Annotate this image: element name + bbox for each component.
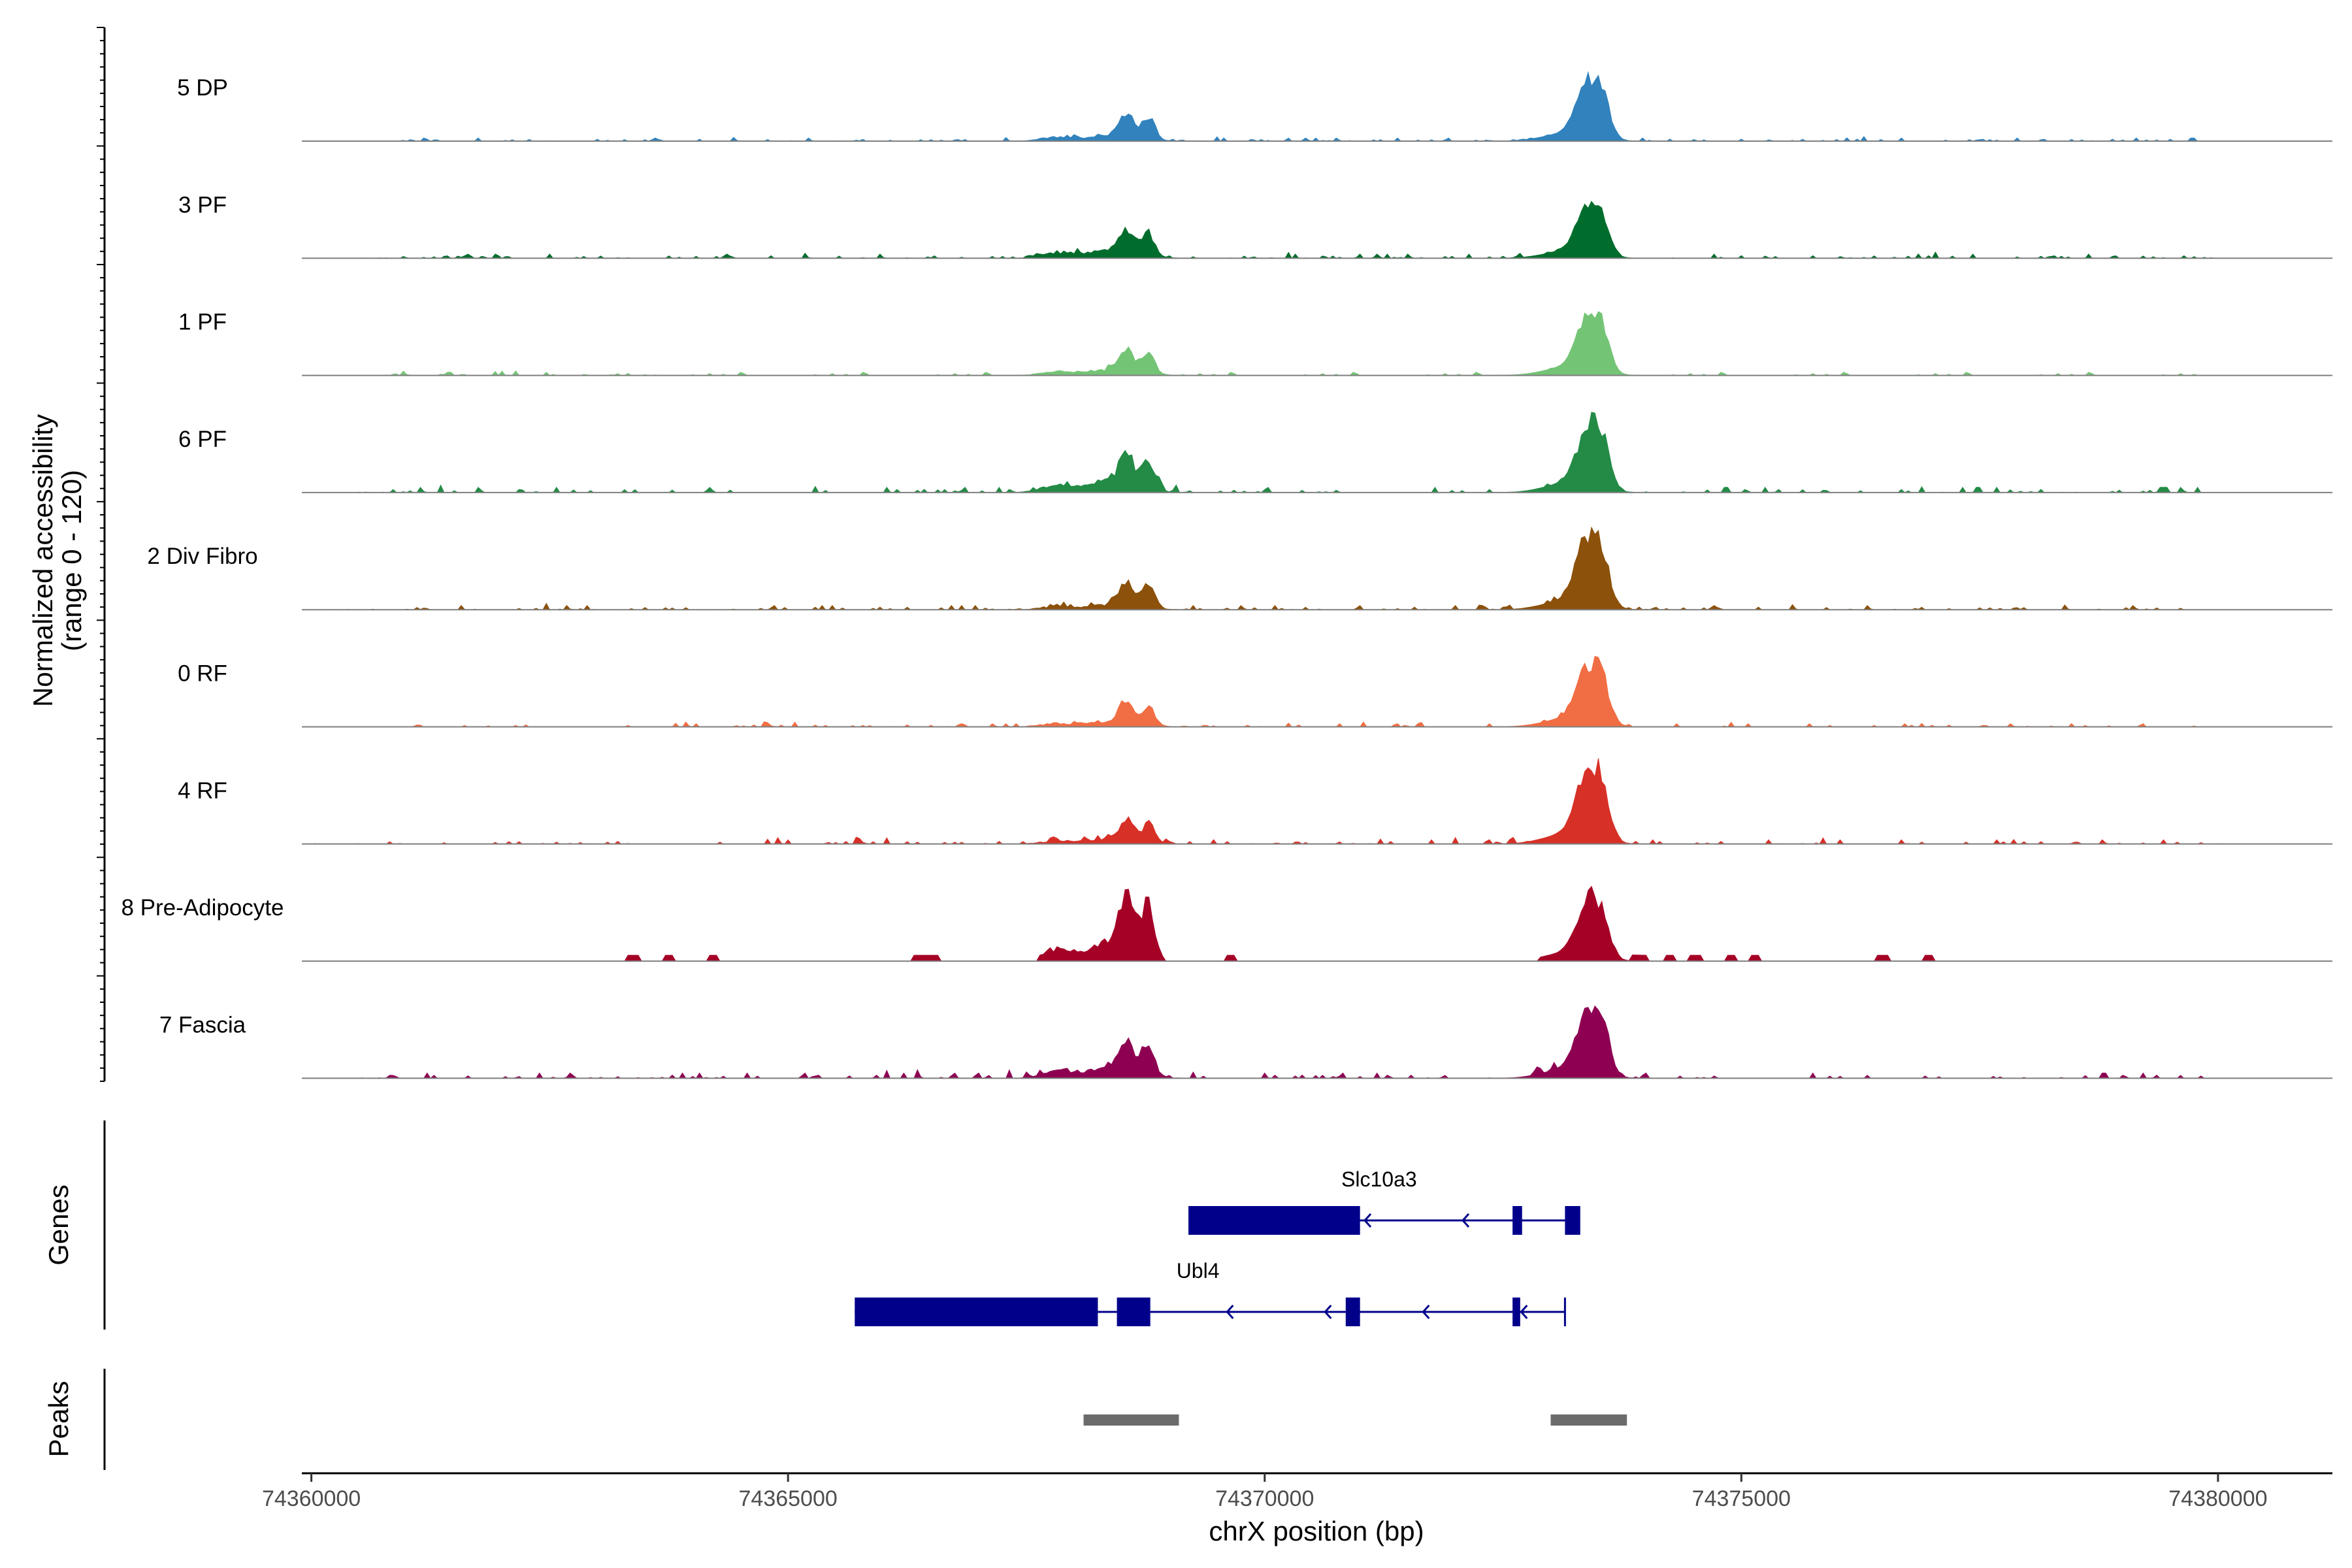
coverage-area xyxy=(311,1005,2218,1079)
track-7-fascia: 7 Fascia xyxy=(159,1005,2332,1079)
gene-annotation-track: Slc10a3 Ubl4 xyxy=(855,1168,1580,1326)
x-axis: 74360000 74365000 74370000 74375000 74380000 xyxy=(262,1472,2332,1511)
x-tick-label: 74370000 xyxy=(1215,1486,1314,1511)
gene-exon xyxy=(1512,1298,1520,1326)
x-tick-label: 74380000 xyxy=(2168,1486,2267,1511)
track-label: 4 RF xyxy=(178,778,227,804)
coverage-area xyxy=(311,655,2218,728)
gene-label: Slc10a3 xyxy=(1341,1168,1417,1191)
track-label: 3 PF xyxy=(178,192,227,218)
track-1-pf: 1 PF xyxy=(178,310,2332,376)
y-axis-title-line2: (range 0 - 120) xyxy=(56,470,87,651)
strand-arrow xyxy=(1520,1304,1528,1320)
peak-region-bar xyxy=(1550,1414,1627,1426)
coverage-area xyxy=(311,526,2218,610)
coverage-area xyxy=(311,885,2218,962)
track-2-div-fibro: 2 Div Fibro xyxy=(147,526,2332,611)
track-label: 1 PF xyxy=(178,310,227,335)
gene-label: Ubl4 xyxy=(1177,1259,1220,1282)
gene-slc10a3: Slc10a3 xyxy=(1188,1168,1580,1235)
strand-arrow xyxy=(1422,1304,1430,1320)
strand-arrow xyxy=(1461,1213,1470,1228)
coverage-y-axis xyxy=(97,27,106,1082)
track-0-rf: 0 RF xyxy=(178,655,2332,728)
track-8-pre-adipocyte: 8 Pre-Adipocyte xyxy=(121,885,2332,962)
gene-exon xyxy=(1512,1206,1522,1235)
x-tick-label: 74360000 xyxy=(262,1486,361,1511)
strand-arrow xyxy=(1324,1304,1332,1320)
track-5-dp: 5 DP xyxy=(177,71,2332,142)
peak-region-track xyxy=(1083,1414,1627,1426)
genes-axis-title: Genes xyxy=(43,1184,74,1266)
track-label: 2 Div Fibro xyxy=(147,544,257,569)
x-tick-label: 74365000 xyxy=(739,1486,838,1511)
peaks-axis-title: Peaks xyxy=(43,1381,74,1458)
coverage-area xyxy=(311,71,2218,142)
track-6-pf: 6 PF xyxy=(178,412,2332,493)
track-4-rf: 4 RF xyxy=(178,758,2332,845)
track-label: 0 RF xyxy=(178,661,227,687)
y-axis-title-line1: Normalized accessibility xyxy=(27,414,58,707)
coverage-area xyxy=(311,412,2219,493)
track-label: 7 Fascia xyxy=(159,1012,246,1037)
coverage-area xyxy=(311,201,2218,259)
gene-ubl4: Ubl4 xyxy=(855,1259,1566,1326)
gene-exon xyxy=(1565,1206,1580,1235)
x-tick-label: 74375000 xyxy=(1692,1486,1791,1511)
gene-exon xyxy=(1345,1298,1360,1326)
track-label: 5 DP xyxy=(177,75,228,101)
peak-region-bar xyxy=(1083,1414,1179,1426)
track-label: 8 Pre-Adipocyte xyxy=(121,895,284,921)
gene-exon xyxy=(1188,1206,1360,1235)
track-3-pf: 3 PF xyxy=(178,192,2332,259)
gene-exon xyxy=(855,1298,1098,1326)
coverage-area xyxy=(311,311,2218,376)
strand-arrow xyxy=(1363,1213,1372,1228)
track-label: 6 PF xyxy=(178,427,227,452)
x-axis-title: chrX position (bp) xyxy=(1209,1516,1424,1546)
strand-arrow xyxy=(1226,1304,1234,1320)
gene-exon xyxy=(1117,1298,1151,1326)
coverage-tracks: 5 DP 3 PF 1 PF 6 PF 2 Div Fibro 0 RF 4 RF 8 Pre… xyxy=(121,71,2332,1079)
coverage-area xyxy=(311,758,2219,845)
